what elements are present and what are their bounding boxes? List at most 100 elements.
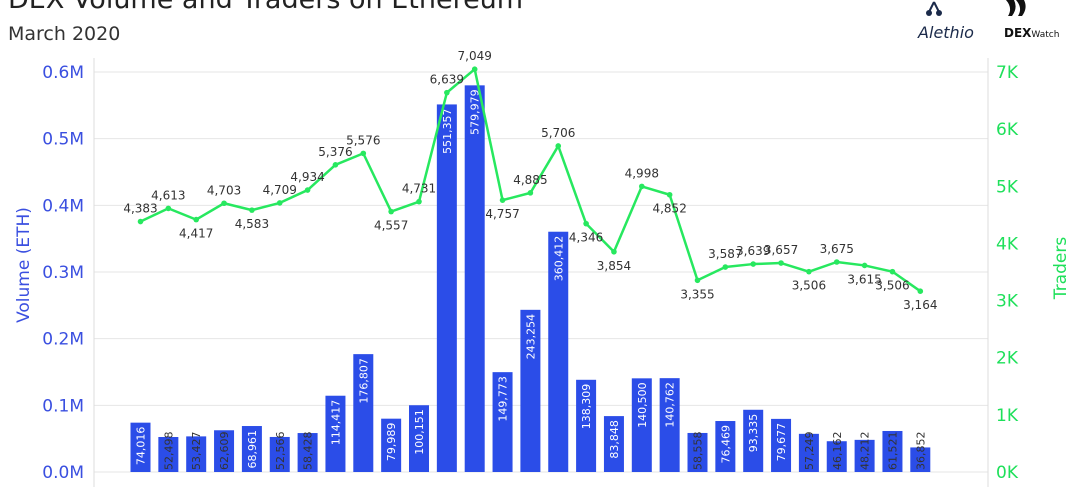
traders-point (471, 66, 478, 72)
volume-bar (771, 418, 792, 472)
traders-value-label: 4,346 (569, 231, 603, 245)
bar-value-label: 243,254 (524, 314, 537, 360)
traders-point (221, 200, 227, 207)
traders-point (332, 162, 339, 168)
traders-point (778, 260, 784, 266)
volume-bar (882, 430, 903, 472)
left-tick-label: 0.4M (42, 196, 84, 216)
traders-point (694, 277, 701, 284)
traders-point (889, 268, 896, 275)
traders-value-label: 6,639 (430, 73, 464, 87)
traders-value-label: 3,355 (680, 287, 714, 301)
traders-value-label: 3,675 (820, 242, 854, 256)
volume-bar (687, 432, 708, 472)
traders-point (527, 190, 534, 196)
volume-bar (297, 433, 318, 472)
traders-value-label: 4,383 (123, 202, 157, 216)
traders-point (861, 262, 868, 269)
chart-title: DEX Volume and Traders on Ethereum (8, 0, 523, 15)
traders-value-label: 4,731 (402, 182, 436, 196)
left-tick-label: 0.6M (42, 63, 84, 83)
traders-value-label: 4,757 (485, 207, 519, 221)
chart-subtitle: March 2020 (8, 23, 120, 45)
bar-value-label: 61,521 (886, 432, 899, 471)
dexwatch-mark-icon (1006, 0, 1026, 16)
left-tick-label: 0.3M (42, 263, 84, 283)
alethio-mark-icon (926, 1, 942, 16)
traders-point (806, 268, 812, 275)
right-tick-label: 7K (996, 63, 1019, 83)
traders-value-label: 4,934 (290, 170, 324, 184)
traders-point (304, 187, 311, 193)
left-tick-label: 0.5M (42, 130, 84, 150)
dexwatch-logo-rest: Watch (1031, 30, 1059, 40)
bar-value-label: 58,558 (692, 432, 705, 471)
traders-value-label: 4,703 (207, 183, 241, 197)
volume-bar (158, 437, 179, 472)
traders-value-label: 5,706 (541, 126, 575, 140)
traders-point (499, 197, 506, 203)
traders-point (193, 216, 199, 223)
bar-value-label: 58,428 (302, 432, 315, 471)
bar-value-label: 79,989 (385, 423, 398, 462)
left-axis-title: Volume (ETH) (14, 207, 34, 323)
traders-value-label: 3,506 (875, 279, 909, 293)
volume-bar (798, 433, 819, 472)
traders-value-label: 3,587 (708, 247, 742, 261)
traders-point (611, 248, 617, 255)
volume-bar (130, 422, 151, 472)
volume-bar (603, 416, 624, 472)
right-tick-label: 2K (996, 349, 1019, 369)
bar-value-label: 579,979 (469, 89, 482, 135)
right-tick-label: 5K (996, 177, 1019, 197)
traders-value-label: 7,049 (458, 49, 492, 63)
traders-value-label: 4,417 (179, 227, 213, 241)
volume-bar (715, 421, 736, 472)
traders-point (639, 183, 645, 190)
volume-bar (214, 430, 235, 472)
bar-value-label: 114,417 (329, 400, 342, 446)
traders-point (444, 89, 450, 96)
bar-value-label: 140,762 (664, 382, 677, 428)
volume-bar (436, 104, 457, 473)
traders-point (583, 220, 589, 227)
traders-point (833, 259, 840, 265)
volume-bar (409, 405, 429, 472)
right-tick-label: 4K (996, 234, 1019, 254)
bar-value-label: 138,309 (580, 384, 593, 430)
right-tick-label: 6K (996, 120, 1019, 140)
traders-value-label: 4,998 (625, 166, 659, 180)
dexwatch-logo-text: DEXWatch (1004, 26, 1059, 40)
right-axis-title: Traders (1051, 237, 1071, 301)
volume-bar (743, 409, 764, 472)
traders-point (360, 150, 367, 157)
volume-bar (659, 378, 680, 472)
volume-bar (325, 395, 346, 472)
volume-bar (854, 439, 875, 472)
alethio-logo-text: Alethio (917, 23, 974, 42)
bar-value-label: 176,807 (357, 358, 370, 404)
bar-value-label: 48,212 (859, 432, 872, 471)
traders-value-label: 3,854 (597, 259, 631, 273)
bar-value-label: 551,357 (441, 108, 454, 154)
bar-value-label: 62,609 (218, 432, 231, 471)
traders-point (276, 200, 283, 206)
traders-point (165, 205, 172, 212)
bar-value-label: 53,427 (190, 432, 203, 471)
traders-value-label: 5,376 (318, 145, 352, 159)
volume-bars (130, 85, 931, 473)
right-tick-label: 1K (996, 406, 1019, 426)
bar-value-label: 68,961 (246, 430, 259, 469)
traders-point (249, 207, 255, 213)
volume-bar (520, 309, 541, 472)
bar-value-label: 360,412 (552, 236, 565, 282)
right-axis-ticks: 0K 1K 2K 3K 4K 5K 6K 7K (996, 63, 1019, 483)
bar-value-label: 52,566 (274, 432, 287, 471)
left-tick-label: 0.0M (42, 463, 84, 483)
volume-bar (241, 426, 262, 472)
volume-bar (492, 372, 513, 472)
traders-value-label: 4,557 (374, 219, 408, 233)
volume-bar (826, 441, 847, 472)
traders-point (666, 191, 673, 198)
bar-value-label: 57,249 (803, 432, 816, 471)
